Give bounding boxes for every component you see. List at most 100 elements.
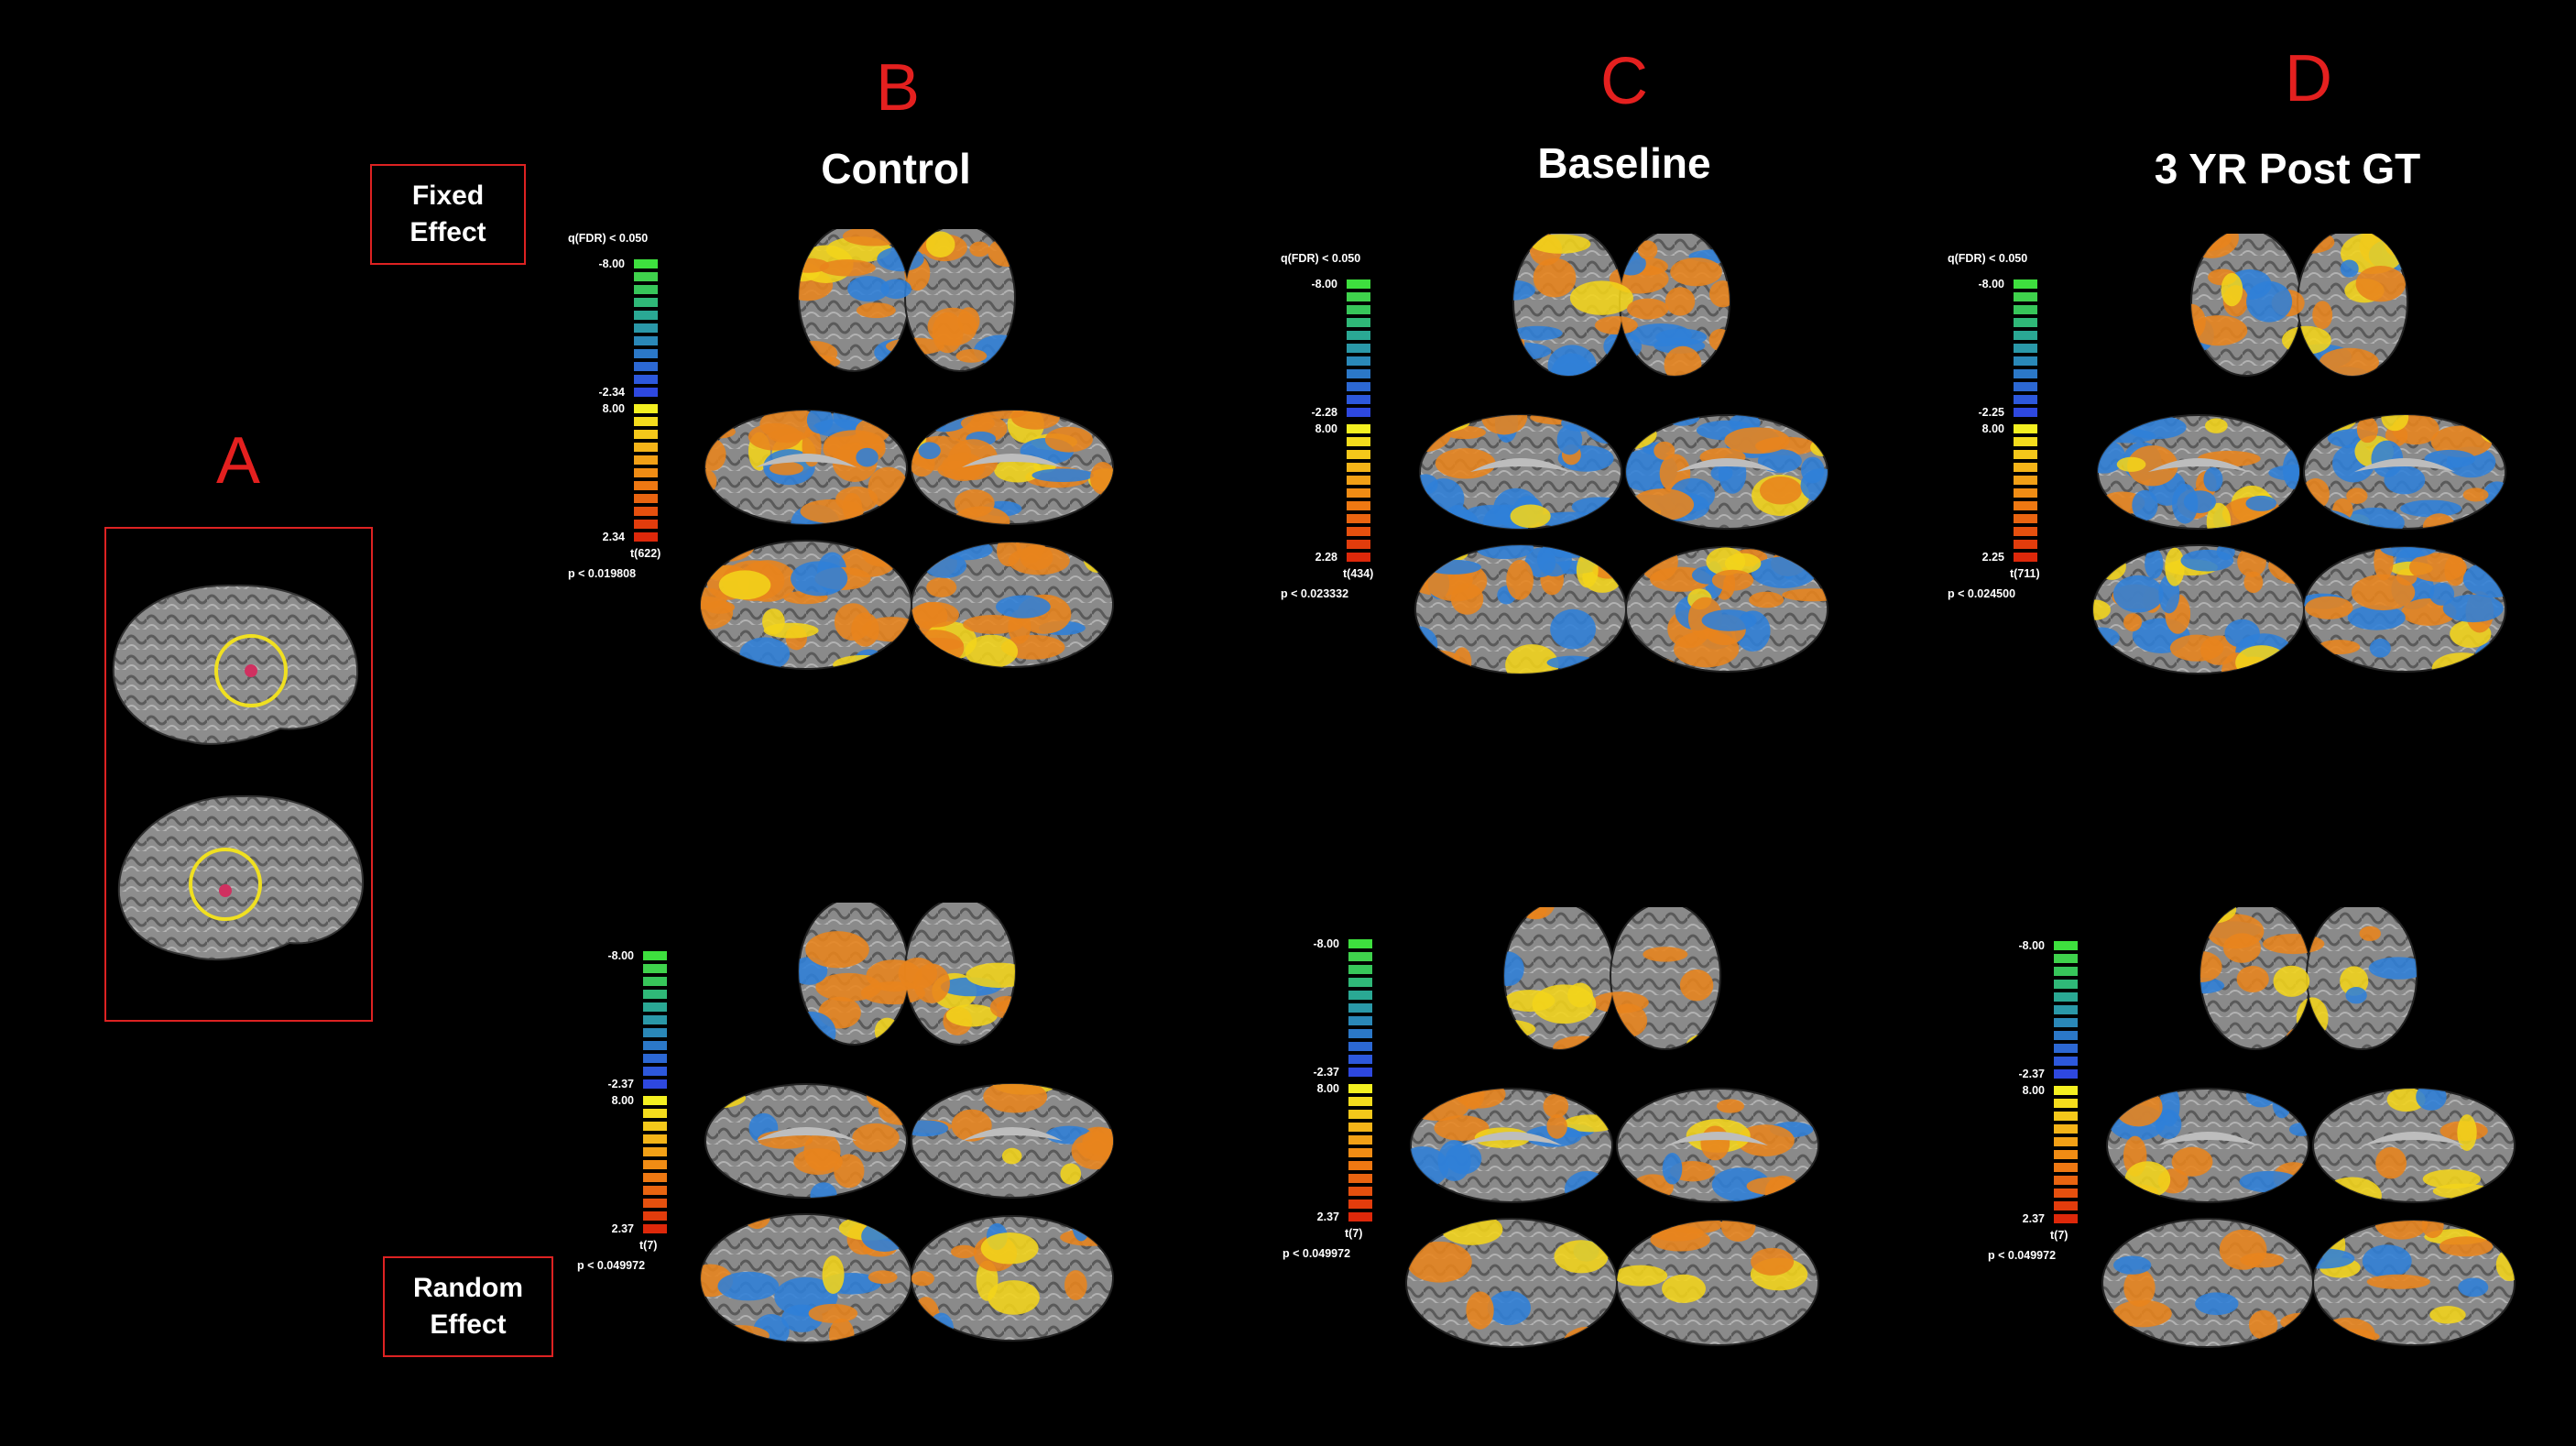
activation-blob: [2374, 1221, 2428, 1240]
colorbar-swatch: [643, 1199, 667, 1208]
colorbar-swatch: [2014, 424, 2037, 433]
activation-blob: [983, 1084, 1048, 1113]
colorbar-pos-max-label: 8.00: [2022, 1084, 2045, 1097]
activation-blob: [1415, 659, 1445, 674]
activation-blob: [1064, 1270, 1087, 1300]
colorbar-swatch: [1348, 1029, 1372, 1038]
colorbar-neg-max-label: -8.00: [598, 257, 626, 270]
activation-blob: [898, 958, 937, 990]
activation-blob: [2462, 487, 2489, 502]
activation-blob: [2200, 950, 2222, 982]
fixed-effect-line2: Effect: [409, 217, 486, 247]
activation-blob: [769, 461, 804, 476]
activation-blob: [701, 596, 734, 630]
random-effect-label: Random Effect: [383, 1256, 553, 1357]
colorbar-swatch: [1348, 1200, 1372, 1209]
colorbar-swatch: [2054, 1163, 2078, 1172]
activation-blob: [1530, 234, 1591, 254]
colorbar-swatch: [634, 520, 658, 529]
activation-blob: [1551, 353, 1593, 376]
activation-blob: [1640, 547, 1678, 582]
activation-blob: [868, 1270, 898, 1285]
colorbar-swatch: [1347, 437, 1370, 446]
activation-blob: [2375, 1146, 2407, 1179]
colorbar-swatch: [1347, 553, 1370, 562]
activation-blob: [996, 542, 1021, 567]
colorbar-swatch: [2014, 305, 2037, 314]
activation-blob: [2281, 325, 2331, 355]
brain-lateral-left-view: [700, 1213, 912, 1343]
activation-blob: [805, 931, 869, 969]
activation-blob: [1585, 415, 1621, 444]
colorbar-swatch: [634, 481, 658, 490]
colorbar-swatch: [634, 272, 658, 281]
activation-blob: [1569, 280, 1633, 315]
colorbar-swatch: [1347, 356, 1370, 366]
colorbar-swatch: [643, 1041, 667, 1050]
activation-blob: [2272, 1089, 2292, 1119]
activation-blob: [705, 505, 744, 524]
colorbar-swatch: [643, 1160, 667, 1169]
activation-blob: [1505, 644, 1559, 674]
activation-blob: [1736, 1124, 1795, 1156]
activation-blob: [1533, 257, 1577, 298]
activation-blob: [847, 276, 890, 302]
activation-blob: [918, 442, 941, 460]
colorbar-swatch: [1347, 292, 1370, 301]
colorbar-swatch: [2054, 1086, 2078, 1095]
activation-blob: [1679, 969, 1714, 1002]
activation-blob: [1441, 1219, 1503, 1245]
roi-brain-left-hemisphere: [112, 584, 359, 745]
colorbar-swatch: [2014, 501, 2037, 510]
activation-blob: [2439, 1236, 2494, 1257]
colorbar-swatch: [2054, 1150, 2078, 1159]
panel-a-roi-box: [104, 527, 373, 1022]
colorbar-c-random: -8.00 -2.37 8.00 2.37 t(7) p < 0.049972: [1283, 937, 1392, 1342]
activation-blob: [2116, 456, 2146, 472]
colorbar-swatch: [643, 1224, 667, 1233]
roi-circle-icon: [214, 634, 288, 707]
brain-views-d-fixed: [2092, 234, 2506, 674]
activation-blob: [1617, 1265, 1668, 1287]
activation-blob: [2222, 933, 2262, 963]
activation-blob: [2345, 987, 2367, 1004]
activation-blob: [1711, 569, 1754, 591]
brain-views-b-fixed: [700, 229, 1114, 670]
activation-blob: [705, 424, 736, 439]
colorbar-neg-max-label: -8.00: [1313, 937, 1340, 950]
brain-medial-right-view: [2312, 1088, 2516, 1203]
fixed-effect-line1: Fixed: [411, 181, 485, 211]
activation-blob: [2145, 548, 2164, 579]
colorbar-swatch: [1347, 514, 1370, 523]
activation-blob: [1090, 543, 1113, 570]
brain-medial-right-view: [911, 1083, 1114, 1199]
brain-views-c-fixed: [1414, 234, 1828, 674]
colorbar-swatch: [1348, 1016, 1372, 1025]
brain-lateral-left-view: [1414, 544, 1627, 674]
colorbar-swatch: [2014, 279, 2037, 289]
activation-blob: [2384, 466, 2426, 495]
activation-blob: [866, 1084, 892, 1108]
colorbar-swatch: [634, 455, 658, 465]
activation-blob: [974, 334, 1015, 367]
brain-medial-right-view: [1625, 414, 1828, 530]
activation-blob: [2195, 1292, 2239, 1316]
activation-blob: [1700, 1125, 1730, 1161]
colorbar-swatch: [1348, 1212, 1372, 1221]
corpus-callosum: [2157, 1132, 2258, 1145]
colorbar-swatch: [1348, 1161, 1372, 1170]
column-title-baseline: Baseline: [1537, 139, 1711, 187]
colorbar-swatch: [634, 285, 658, 294]
colorbar-swatch: [2014, 382, 2037, 391]
activation-blob: [2206, 502, 2232, 529]
corpus-callosum: [1461, 1132, 1562, 1145]
activation-blob: [1710, 465, 1733, 482]
activation-blob: [1810, 438, 1828, 456]
colorbar-swatch: [1348, 1135, 1372, 1145]
activation-blob: [799, 257, 830, 273]
activation-blob: [2112, 1299, 2172, 1328]
colorbar-swatch: [2054, 1057, 2078, 1066]
activation-blob: [1420, 415, 1470, 433]
activation-blob: [2288, 1123, 2309, 1136]
activation-blob: [1513, 279, 1535, 301]
